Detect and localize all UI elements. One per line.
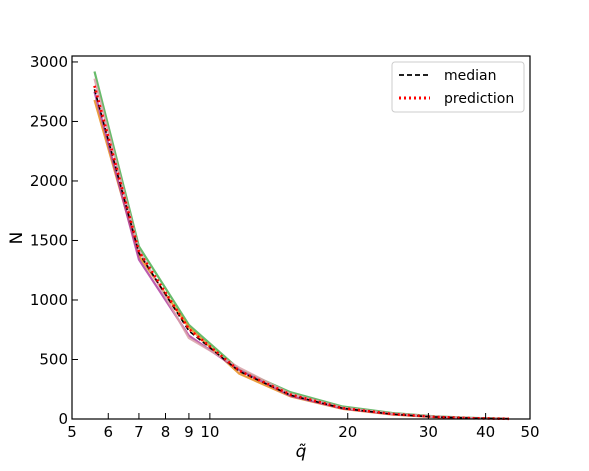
y-tick-label: 3000	[30, 53, 68, 71]
x-tick-label: 8	[161, 423, 171, 441]
x-tick-label: 30	[419, 423, 438, 441]
x-axis: 5 6 7 8 9 10 20 30 40 50	[67, 413, 540, 441]
plot-area-frame	[71, 55, 531, 420]
series-lines	[93, 85, 510, 421]
band-lines	[93, 71, 510, 420]
y-tick-label: 1000	[30, 291, 68, 309]
y-tick-label: 0	[58, 410, 68, 428]
y-axis-label: N	[7, 232, 27, 245]
y-tick-label: 500	[39, 350, 68, 368]
band-line-3	[93, 78, 510, 420]
y-axis: 0 500 1000 1500 2000 2500 3000	[30, 53, 78, 428]
legend: median prediction	[391, 61, 525, 113]
x-tick-label: 10	[200, 423, 219, 441]
x-axis-label: q̃	[296, 442, 307, 462]
y-tick-label: 2500	[30, 112, 68, 130]
x-tick-label: 5	[67, 423, 77, 441]
legend-label-median: median	[444, 68, 496, 84]
x-tick-label: 7	[134, 423, 144, 441]
series-line-median	[93, 89, 510, 420]
x-tick-label: 50	[520, 423, 539, 441]
x-tick-label: 9	[184, 423, 194, 441]
band-line-2	[93, 91, 510, 420]
x-tick-label: 20	[338, 423, 357, 441]
y-tick-label: 1500	[30, 231, 68, 249]
x-tick-label: 40	[476, 423, 495, 441]
x-tick-label: 6	[103, 423, 113, 441]
series-line-prediction	[93, 85, 510, 421]
band-line-0	[93, 71, 510, 420]
band-line-1	[93, 99, 510, 420]
legend-label-prediction: prediction	[444, 91, 514, 107]
y-tick-label: 2000	[30, 172, 68, 190]
